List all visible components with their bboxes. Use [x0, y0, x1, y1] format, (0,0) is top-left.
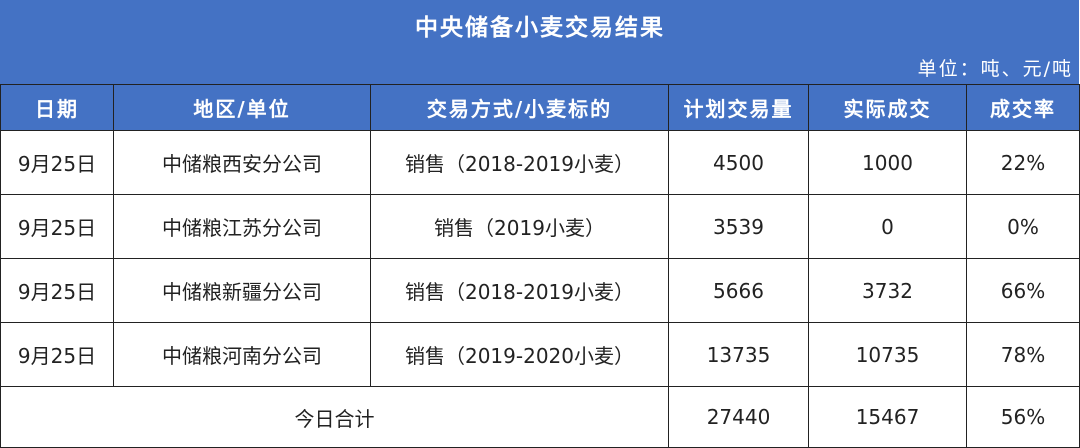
cell-method: 销售（2019小麦） — [370, 194, 669, 259]
cell-method: 销售（2019-2020小麦） — [370, 322, 669, 387]
header-date: 日期 — [0, 84, 114, 131]
total-row: 今日合计 27440 15467 56% — [0, 386, 1080, 448]
cell-unit: 中储粮江苏分公司 — [113, 194, 371, 259]
cell-planned: 5666 — [668, 258, 809, 323]
table-row: 9月25日 中储粮江苏分公司 销售（2019小麦） 3539 0 0% — [0, 194, 1080, 259]
title-banner: 中央储备小麦交易结果 单位：吨、元/吨 — [0, 0, 1079, 84]
cell-date: 9月25日 — [0, 130, 114, 195]
table-row: 9月25日 中储粮新疆分公司 销售（2018-2019小麦） 5666 3732… — [0, 258, 1080, 323]
cell-date: 9月25日 — [0, 258, 114, 323]
header-actual: 实际成交 — [808, 84, 967, 131]
header-method: 交易方式/小麦标的 — [370, 84, 669, 131]
total-actual: 15467 — [808, 386, 967, 448]
unit-note: 单位：吨、元/吨 — [917, 58, 1073, 80]
cell-planned: 4500 — [668, 130, 809, 195]
header-planned: 计划交易量 — [668, 84, 809, 131]
total-planned: 27440 — [668, 386, 809, 448]
table-title: 中央储备小麦交易结果 — [415, 15, 665, 41]
cell-unit: 中储粮西安分公司 — [113, 130, 371, 195]
cell-unit: 中储粮新疆分公司 — [113, 258, 371, 323]
table-row: 9月25日 中储粮河南分公司 销售（2019-2020小麦） 13735 107… — [0, 322, 1080, 387]
cell-planned: 13735 — [668, 322, 809, 387]
header-unit: 地区/单位 — [113, 84, 371, 131]
cell-planned: 3539 — [668, 194, 809, 259]
total-rate: 56% — [966, 386, 1080, 448]
cell-actual: 10735 — [808, 322, 967, 387]
header-rate: 成交率 — [966, 84, 1080, 131]
cell-actual: 0 — [808, 194, 967, 259]
cell-rate: 66% — [966, 258, 1080, 323]
total-label: 今日合计 — [0, 386, 669, 448]
wheat-trade-table: 日期 地区/单位 交易方式/小麦标的 计划交易量 实际成交 成交率 9月25日 … — [0, 84, 1080, 448]
cell-unit: 中储粮河南分公司 — [113, 322, 371, 387]
cell-date: 9月25日 — [0, 322, 114, 387]
table-row: 9月25日 中储粮西安分公司 销售（2018-2019小麦） 4500 1000… — [0, 130, 1080, 195]
cell-method: 销售（2018-2019小麦） — [370, 258, 669, 323]
header-row: 日期 地区/单位 交易方式/小麦标的 计划交易量 实际成交 成交率 — [0, 84, 1080, 131]
cell-rate: 0% — [966, 194, 1080, 259]
cell-method: 销售（2018-2019小麦） — [370, 130, 669, 195]
cell-rate: 78% — [966, 322, 1080, 387]
cell-date: 9月25日 — [0, 194, 114, 259]
cell-actual: 1000 — [808, 130, 967, 195]
cell-rate: 22% — [966, 130, 1080, 195]
cell-actual: 3732 — [808, 258, 967, 323]
